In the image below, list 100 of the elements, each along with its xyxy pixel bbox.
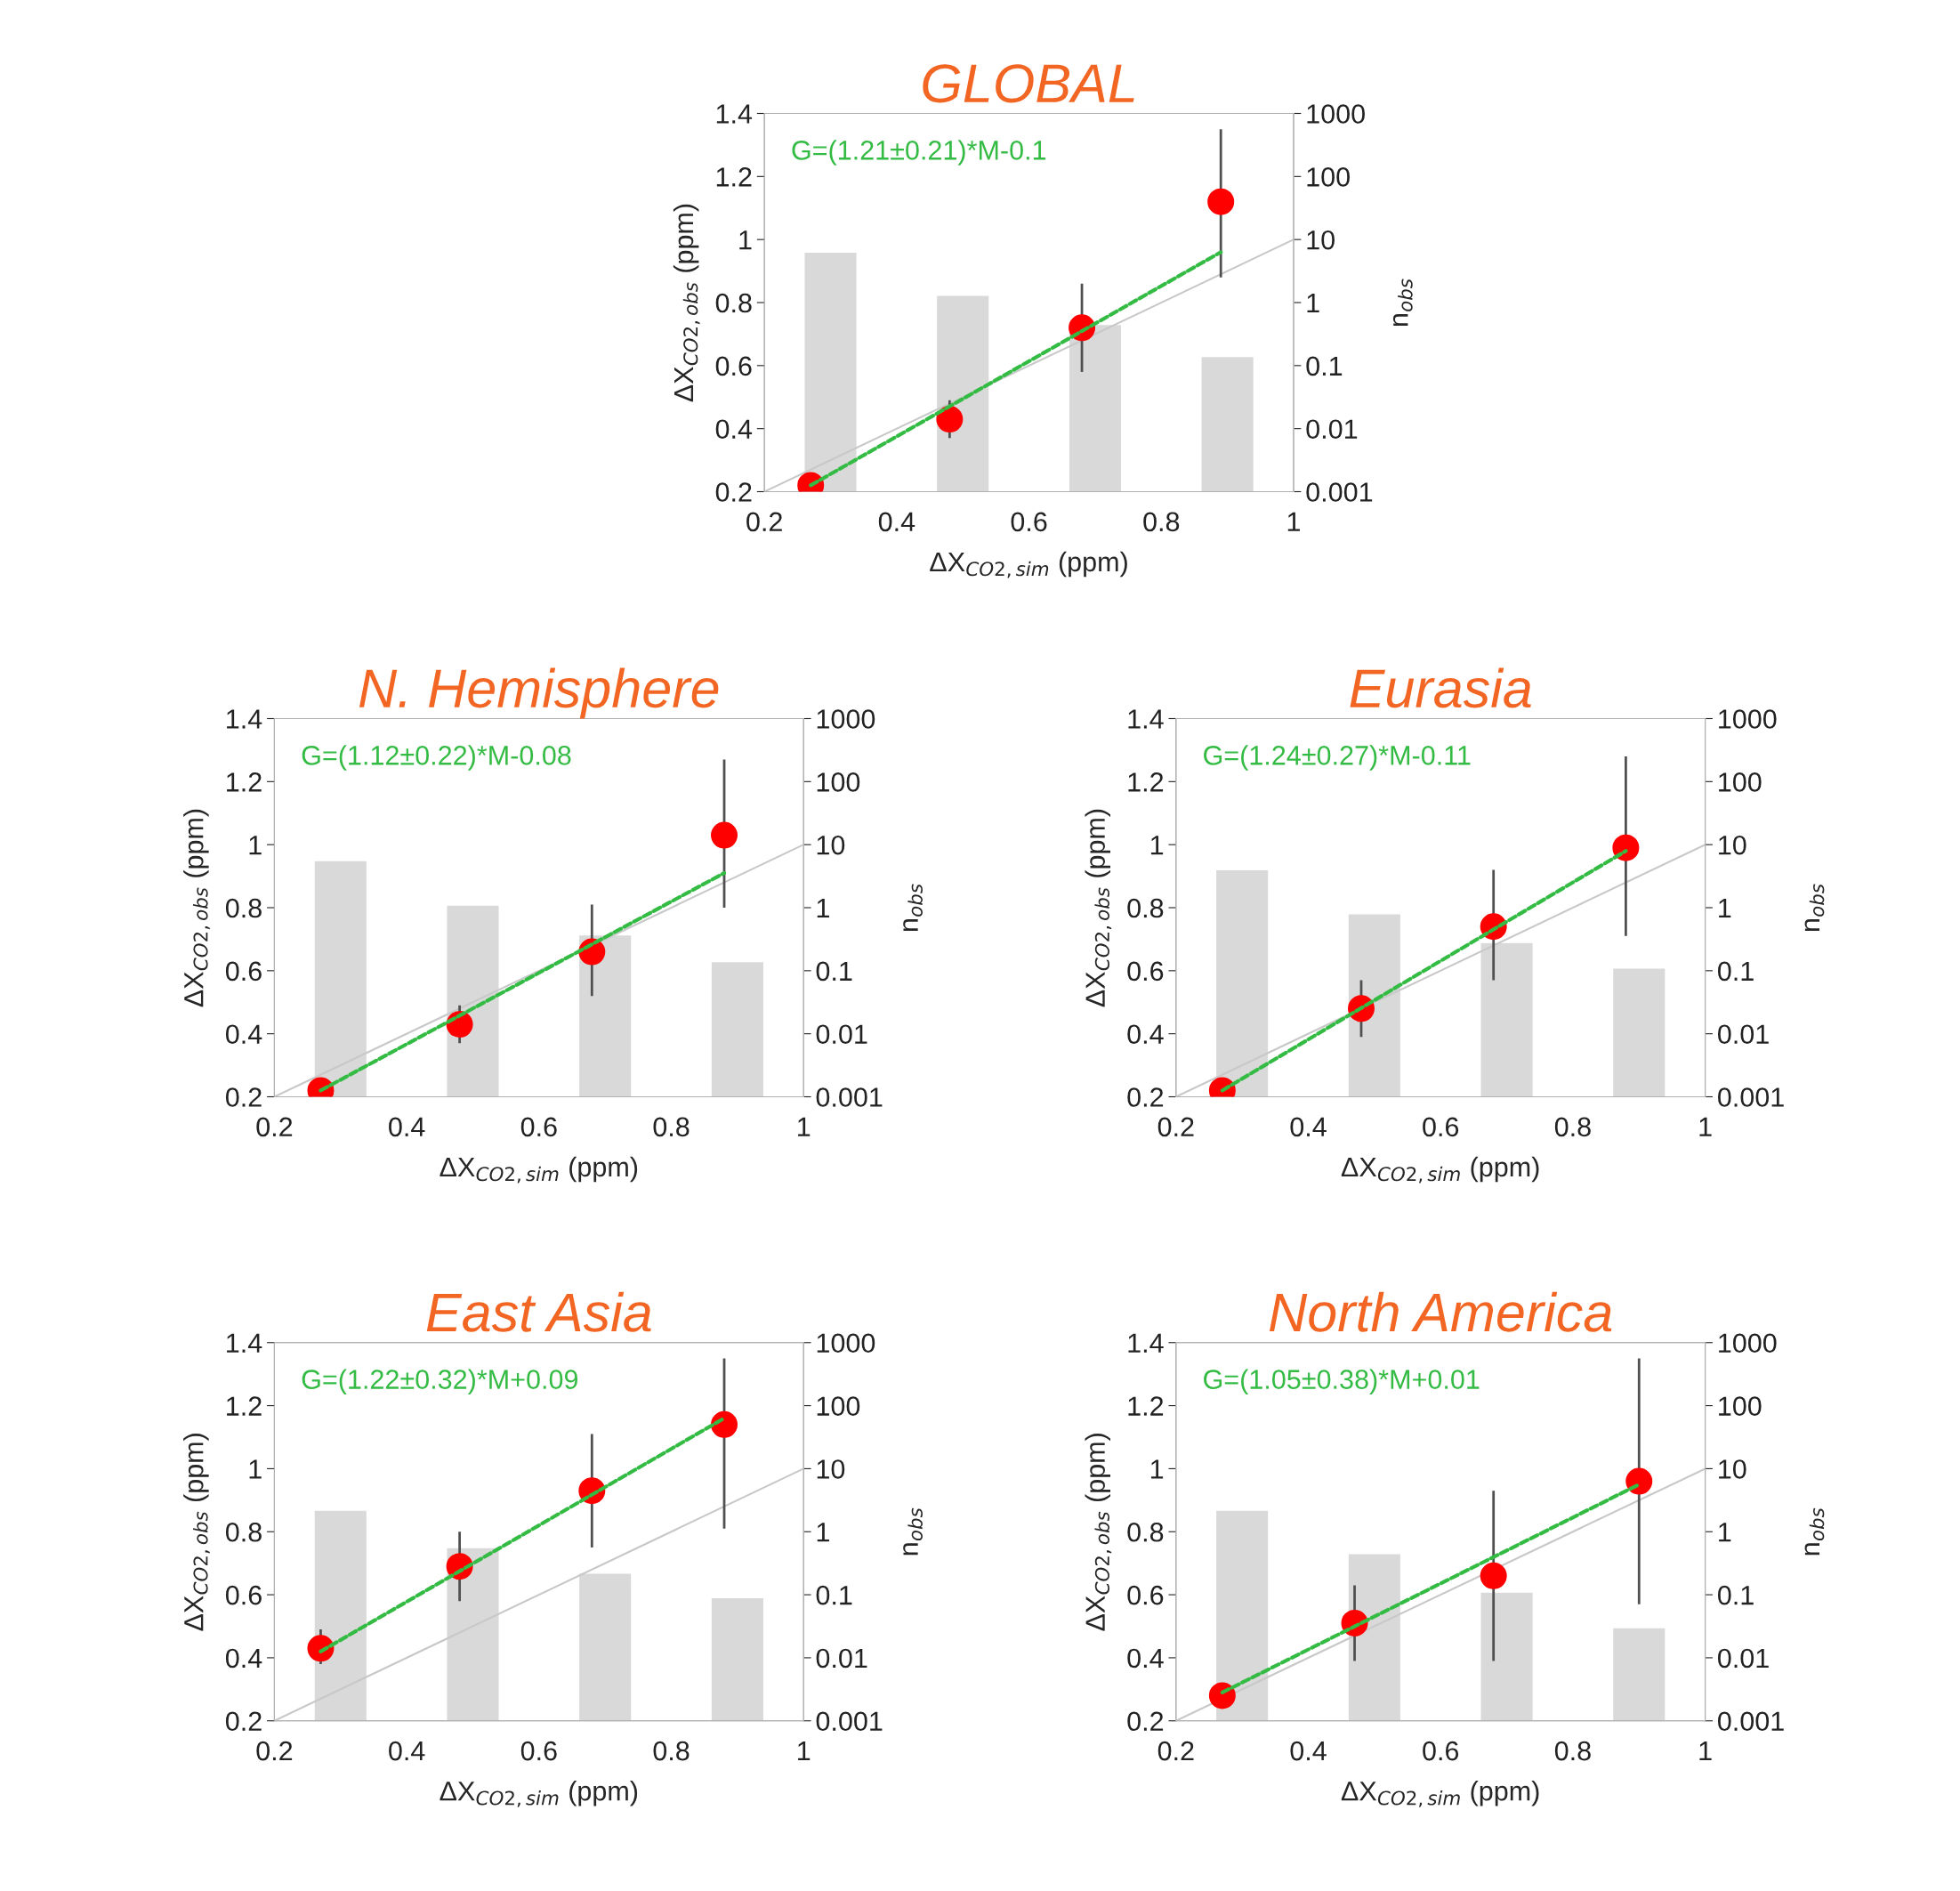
point <box>711 821 738 849</box>
y2-tick-label: 1 <box>817 899 829 918</box>
y2-tick-label: 1 <box>1307 294 1319 313</box>
y2-tick-label: 0.001 <box>1718 1087 1784 1107</box>
point <box>936 406 964 433</box>
annotation: G=(1.24±0.27)*M-0.11 <box>1204 745 1471 771</box>
y-tick-label: 1.2 <box>1128 772 1164 792</box>
y2-tick-label: 100 <box>817 772 860 792</box>
annotation: G=(1.12±0.22)*M-0.08 <box>302 745 571 771</box>
y2-axis-title: n$_{obs}$ <box>903 884 923 932</box>
y2-tick-label: 1 <box>817 1523 829 1542</box>
x-axis-title: ΔX$_{CO2,sim}$ (ppm) <box>1341 1156 1539 1184</box>
x-tick-label: 0.8 <box>1554 1741 1591 1761</box>
x-tick-label: 0.6 <box>520 1117 557 1137</box>
x-tick-label: 1 <box>1699 1741 1712 1761</box>
y-tick-label: 0.8 <box>1127 1522 1164 1542</box>
y2-tick-label: 0.1 <box>1718 1585 1754 1605</box>
y-tick-label: 0.2 <box>1127 1711 1164 1732</box>
y2-tick-label: 0.01 <box>1718 1024 1769 1045</box>
y2-tick-label: 10 <box>1307 230 1335 250</box>
x-axis-title: ΔX$_{CO2,sim}$ (ppm) <box>440 1156 638 1184</box>
y-axis-title: ΔX$_{CO2,obs}$ (ppm) <box>1085 1434 1112 1631</box>
y2-tick-label: 10 <box>1719 835 1746 855</box>
y2-tick-label: 0.001 <box>816 1711 883 1732</box>
y-tick-label: 0.2 <box>225 1711 262 1732</box>
y-tick-label: 1 <box>249 836 262 855</box>
y-tick-label: 1 <box>249 1459 262 1479</box>
x-tick-label: 0.2 <box>746 512 782 532</box>
y2-tick-label: 1000 <box>1719 1333 1777 1354</box>
y-tick-label: 0.6 <box>715 356 752 376</box>
y-tick-label: 0.4 <box>225 1648 262 1669</box>
chart-title: North America <box>1269 1291 1612 1332</box>
y2-tick-label: 100 <box>1719 772 1762 792</box>
y-tick-label: 0.4 <box>225 1024 262 1045</box>
y-tick-label: 0.4 <box>715 419 753 440</box>
y-tick-label: 1 <box>739 230 752 250</box>
x-tick-label: 0.8 <box>1554 1117 1591 1137</box>
y2-tick-label: 100 <box>1307 167 1350 187</box>
x-tick-label: 0.4 <box>389 1117 425 1137</box>
y2-tick-label: 100 <box>1719 1396 1762 1416</box>
x-tick-label: 0.6 <box>520 1741 557 1761</box>
y2-tick-label: 1000 <box>1719 709 1777 729</box>
y2-tick-label: 1000 <box>817 709 875 729</box>
x-tick-label: 0.6 <box>1423 1117 1459 1137</box>
y-tick-label: 0.4 <box>1127 1648 1164 1669</box>
y-tick-label: 1.2 <box>1128 1396 1164 1416</box>
y2-tick-label: 1 <box>1719 1523 1731 1542</box>
y-tick-label: 1.4 <box>1128 709 1164 729</box>
point <box>711 1410 738 1438</box>
y2-tick-label: 0.01 <box>1306 419 1358 440</box>
y2-tick-label: 0.001 <box>816 1087 883 1107</box>
y2-tick-label: 0.1 <box>816 1585 852 1605</box>
x-axis-title: ΔX$_{CO2,sim}$ (ppm) <box>930 551 1127 578</box>
x-tick-label: 0.4 <box>1290 1741 1327 1761</box>
x-tick-label: 0.8 <box>653 1741 690 1761</box>
annotation: G=(1.21±0.21)*M-0.1 <box>792 140 1046 166</box>
y-axis-title: ΔX$_{CO2,obs}$ (ppm) <box>183 1434 210 1631</box>
y-tick-label: 0.6 <box>1127 961 1164 982</box>
y2-axis-title: n$_{obs}$ <box>1804 1507 1825 1556</box>
chart-title: N. Hemisphere <box>359 667 719 719</box>
y2-tick-label: 1000 <box>817 1333 875 1354</box>
point <box>1612 834 1640 861</box>
y-tick-label: 1.4 <box>716 104 753 124</box>
point <box>1480 1562 1507 1589</box>
x-tick-label: 1 <box>1699 1117 1712 1136</box>
y2-tick-label: 0.1 <box>1718 961 1754 982</box>
y-axis-title: ΔX$_{CO2,obs}$ (ppm) <box>183 809 210 1007</box>
y-tick-label: 1.2 <box>716 167 752 187</box>
x-tick-label: 0.4 <box>389 1741 425 1761</box>
y2-tick-label: 1000 <box>1307 104 1365 124</box>
x-axis-title: ΔX$_{CO2,sim}$ (ppm) <box>440 1781 638 1807</box>
y-tick-label: 0.2 <box>715 482 752 502</box>
y-tick-label: 1 <box>1150 1459 1164 1479</box>
y2-axis-title: n$_{obs}$ <box>1804 884 1825 932</box>
y2-tick-label: 1 <box>1719 899 1731 918</box>
y-tick-label: 1.2 <box>227 772 262 792</box>
y-tick-label: 0.6 <box>225 1585 262 1605</box>
y-tick-label: 1.4 <box>227 1333 262 1353</box>
y2-tick-label: 0.1 <box>1306 356 1343 376</box>
y2-tick-label: 100 <box>817 1396 860 1416</box>
y2-tick-label: 0.001 <box>1306 482 1373 502</box>
y-tick-label: 1.4 <box>227 709 262 729</box>
y-tick-label: 1.4 <box>1128 1333 1164 1353</box>
y2-tick-label: 10 <box>1719 1459 1746 1479</box>
y2-tick-label: 10 <box>817 835 845 855</box>
y2-tick-label: 0.001 <box>1718 1711 1784 1732</box>
x-tick-label: 0.4 <box>878 512 915 532</box>
chart-title: Eurasia <box>1350 667 1531 708</box>
y2-axis-title: n$_{obs}$ <box>903 1507 923 1556</box>
y-tick-label: 0.8 <box>225 1522 262 1542</box>
x-tick-label: 0.4 <box>1290 1117 1327 1137</box>
point <box>1207 188 1235 215</box>
y-tick-label: 0.2 <box>225 1087 262 1107</box>
point <box>1208 1682 1236 1709</box>
y-tick-label: 0.8 <box>715 293 752 313</box>
y-tick-label: 0.8 <box>1127 898 1164 918</box>
x-tick-label: 1 <box>1287 512 1300 531</box>
x-tick-label: 1 <box>798 1741 811 1761</box>
y-axis-title: ΔX$_{CO2,obs}$ (ppm) <box>1085 809 1112 1007</box>
point <box>1625 1467 1653 1495</box>
